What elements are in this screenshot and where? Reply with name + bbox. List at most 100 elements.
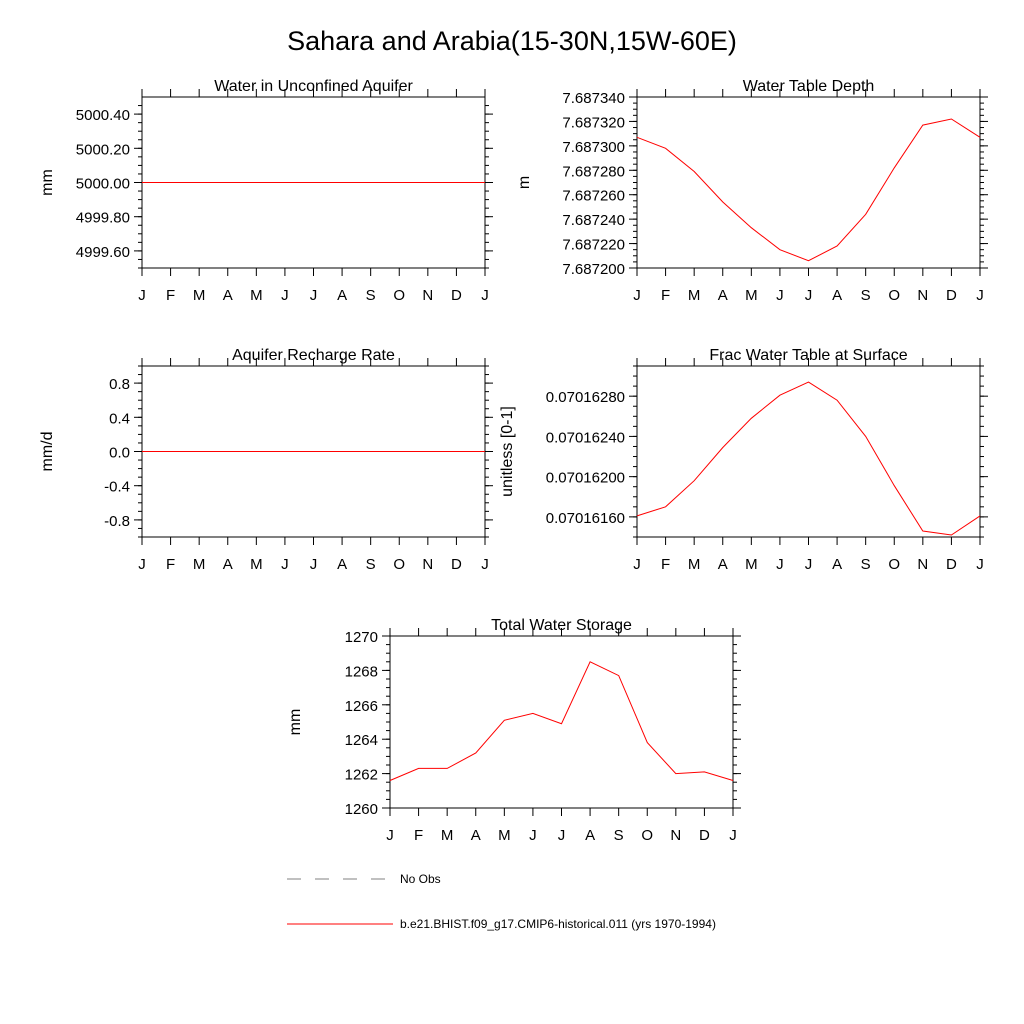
x-tick-label: J bbox=[386, 827, 394, 844]
series-line bbox=[636, 118, 981, 262]
y-tick-label: 7.687240 bbox=[562, 212, 625, 229]
y-tick-label: 7.687220 bbox=[562, 237, 625, 254]
y-axis-label: mm bbox=[287, 709, 304, 736]
chart-title: Frac Water Table at Surface bbox=[709, 347, 907, 364]
y-tick-label: 5000.00 bbox=[76, 176, 130, 193]
chart-panel-4: Frac Water Table at Surface unitless [0-1… bbox=[499, 347, 988, 573]
x-tick-label: N bbox=[422, 556, 433, 573]
y-tick-label: 7.687300 bbox=[562, 139, 625, 156]
x-tick-label: M bbox=[745, 287, 758, 304]
x-tick-label: J bbox=[805, 287, 813, 304]
x-tick-label: M bbox=[688, 287, 701, 304]
x-tick-label: D bbox=[946, 556, 957, 573]
y-tick-label: 1264 bbox=[345, 732, 378, 749]
x-tick-label: O bbox=[641, 827, 653, 844]
legend-model-label: b.e21.BHIST.f09_g17.CMIP6-historical.011… bbox=[400, 917, 716, 931]
x-tick-label: J bbox=[281, 287, 289, 304]
y-axis-label: mm/d bbox=[39, 432, 56, 472]
y-tick-label: 1268 bbox=[345, 663, 378, 680]
x-tick-label: A bbox=[471, 827, 481, 844]
chart-title: Aquifer Recharge Rate bbox=[232, 347, 395, 364]
x-tick-label: N bbox=[917, 556, 928, 573]
y-tick-label: 7.687320 bbox=[562, 114, 625, 131]
x-tick-label: F bbox=[661, 287, 670, 304]
x-tick-label: M bbox=[441, 827, 454, 844]
y-tick-label: 5000.40 bbox=[76, 107, 130, 124]
x-tick-label: M bbox=[250, 287, 263, 304]
y-axis-label: m bbox=[516, 176, 533, 189]
x-tick-label: J bbox=[481, 556, 489, 573]
figure-title: Sahara and Arabia(15-30N,15W-60E) bbox=[287, 26, 737, 56]
x-tick-label: J bbox=[633, 556, 641, 573]
x-tick-label: A bbox=[223, 287, 233, 304]
legend-obs-label: No Obs bbox=[400, 872, 441, 886]
y-tick-label: 0.8 bbox=[109, 376, 130, 393]
x-tick-label: J bbox=[776, 556, 784, 573]
chart-title: Total Water Storage bbox=[491, 617, 632, 634]
y-tick-label: 1262 bbox=[345, 767, 378, 784]
x-tick-label: M bbox=[688, 556, 701, 573]
x-tick-label: J bbox=[281, 556, 289, 573]
y-tick-label: 0.07016280 bbox=[546, 389, 625, 406]
plot-frame bbox=[636, 96, 981, 269]
x-tick-label: J bbox=[310, 287, 318, 304]
x-tick-label: O bbox=[393, 287, 405, 304]
x-tick-label: J bbox=[976, 556, 984, 573]
y-tick-label: -0.4 bbox=[104, 479, 130, 496]
chart-title: Water Table Depth bbox=[743, 78, 875, 95]
series-line bbox=[636, 381, 981, 536]
y-tick-label: 0.07016240 bbox=[546, 429, 625, 446]
x-tick-label: N bbox=[917, 287, 928, 304]
legend: No Obs b.e21.BHIST.f09_g17.CMIP6-histori… bbox=[287, 872, 716, 931]
x-tick-label: S bbox=[366, 287, 376, 304]
x-tick-label: M bbox=[745, 556, 758, 573]
x-tick-label: O bbox=[888, 287, 900, 304]
y-tick-label: 7.687260 bbox=[562, 188, 625, 205]
x-tick-label: A bbox=[337, 287, 347, 304]
x-tick-label: A bbox=[832, 556, 842, 573]
x-tick-label: M bbox=[193, 287, 206, 304]
x-tick-label: A bbox=[832, 287, 842, 304]
chart-title: Water in Unconfined Aquifer bbox=[214, 78, 413, 95]
y-tick-label: 1270 bbox=[345, 629, 378, 646]
x-tick-label: J bbox=[138, 556, 146, 573]
y-tick-label: 5000.20 bbox=[76, 141, 130, 158]
x-tick-label: M bbox=[250, 556, 263, 573]
x-tick-label: A bbox=[223, 556, 233, 573]
x-tick-label: J bbox=[310, 556, 318, 573]
x-tick-label: N bbox=[422, 287, 433, 304]
x-tick-label: J bbox=[138, 287, 146, 304]
x-tick-label: D bbox=[699, 827, 710, 844]
x-tick-label: A bbox=[585, 827, 595, 844]
x-tick-label: D bbox=[451, 556, 462, 573]
x-tick-label: J bbox=[776, 287, 784, 304]
x-tick-label: M bbox=[498, 827, 511, 844]
y-tick-label: 1266 bbox=[345, 698, 378, 715]
y-tick-label: 7.687200 bbox=[562, 261, 625, 278]
x-tick-label: F bbox=[661, 556, 670, 573]
x-tick-label: N bbox=[670, 827, 681, 844]
x-tick-label: J bbox=[805, 556, 813, 573]
x-tick-label: S bbox=[614, 827, 624, 844]
y-tick-label: 0.0 bbox=[109, 445, 130, 462]
x-tick-label: M bbox=[193, 556, 206, 573]
x-tick-label: F bbox=[414, 827, 423, 844]
y-tick-label: 4999.60 bbox=[76, 244, 130, 261]
y-axis-label: unitless [0-1] bbox=[499, 406, 516, 497]
x-tick-label: O bbox=[393, 556, 405, 573]
x-tick-label: D bbox=[451, 287, 462, 304]
y-tick-label: -0.8 bbox=[104, 513, 130, 530]
x-tick-label: A bbox=[718, 556, 728, 573]
series-line bbox=[389, 661, 734, 781]
plot-frame bbox=[389, 635, 734, 809]
x-tick-label: J bbox=[529, 827, 537, 844]
x-tick-label: S bbox=[366, 556, 376, 573]
x-tick-label: O bbox=[888, 556, 900, 573]
y-tick-label: 0.07016160 bbox=[546, 510, 625, 527]
y-tick-label: 0.07016200 bbox=[546, 470, 625, 487]
x-tick-label: J bbox=[481, 287, 489, 304]
